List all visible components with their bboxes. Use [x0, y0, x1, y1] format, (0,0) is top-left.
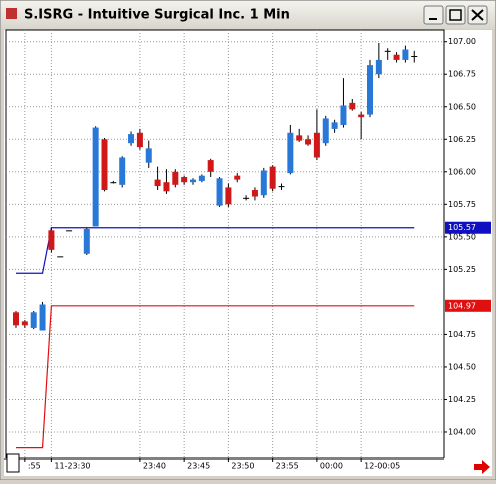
candle-body: [30, 312, 37, 328]
candle-body: [225, 187, 232, 205]
y-tick-label: 107.00: [448, 37, 476, 46]
y-tick-label: 104.75: [448, 330, 476, 339]
candle-body: [411, 56, 418, 58]
candle-body: [375, 59, 382, 75]
candle-body: [48, 230, 55, 250]
y-tick-label: 105.50: [448, 232, 476, 241]
candle-body: [207, 160, 214, 172]
candle-body: [402, 49, 409, 60]
plot: 104.00104.25104.50104.75105.25105.50105.…: [6, 30, 491, 471]
indicator-line: [16, 227, 415, 274]
x-tick-label: 23:45: [187, 462, 210, 471]
y-tick-label: 104.00: [448, 427, 476, 436]
close-icon: [471, 9, 484, 21]
app-icon: [6, 8, 17, 19]
title-bar: [1, 1, 495, 29]
x-tick-label: 00:00: [320, 462, 343, 471]
candle-body: [243, 197, 250, 199]
candle-body: [251, 190, 258, 197]
candle-body: [57, 256, 64, 258]
y-tick-label: 106.25: [448, 135, 476, 144]
plot-area: [5, 29, 445, 459]
scroll-arrow[interactable]: [474, 460, 490, 474]
candle-body: [296, 135, 303, 141]
candle-body: [331, 122, 338, 129]
x-tick-label: 12-00:05: [364, 462, 400, 471]
price-marker: [445, 299, 491, 312]
candle-body: [278, 186, 285, 188]
window-buttons[interactable]: [423, 5, 488, 25]
x-tick-label: 23:50: [231, 462, 254, 471]
candle-body: [66, 230, 73, 232]
candle-body: [92, 127, 99, 227]
y-tick-label: 104.25: [448, 395, 476, 404]
y-tick-label: 106.50: [448, 102, 476, 111]
candle-body: [269, 166, 276, 189]
candle-body: [384, 50, 391, 52]
candle-body: [234, 175, 241, 180]
candle-body: [128, 134, 135, 144]
candle-body: [260, 170, 267, 196]
candle-body: [145, 148, 152, 163]
candle-body: [21, 321, 28, 326]
scroll-box[interactable]: [6, 453, 20, 473]
candle-body: [101, 139, 108, 191]
candle-body: [358, 114, 365, 118]
minimize-button[interactable]: [423, 5, 444, 25]
candle-body: [110, 182, 117, 184]
indicator-line: [16, 305, 415, 449]
candle-body: [190, 179, 196, 183]
candle-body: [313, 132, 320, 158]
candle-body: [172, 171, 179, 185]
price-label: 105.57: [448, 223, 476, 232]
candle-body: [322, 118, 329, 144]
candle-body: [340, 105, 347, 125]
candle-body: [181, 177, 188, 183]
x-tick-label: 23:40: [143, 462, 166, 471]
y-tick-label: 104.50: [448, 362, 476, 371]
candle-body: [393, 54, 400, 60]
x-axis-strip: [4, 458, 492, 476]
window-title: S.ISRG - Intuitive Surgical Inc. 1 Min: [24, 8, 290, 23]
y-tick-label: 106.75: [448, 70, 476, 79]
x-tick-label: 11-23:30: [54, 462, 90, 471]
candle-body: [367, 65, 373, 115]
x-tick-label: :55: [28, 462, 41, 471]
y-tick-label: 106.00: [448, 167, 476, 176]
price-label: 104.97: [448, 301, 476, 310]
y-tick-label: 105.75: [448, 200, 476, 209]
y-tick-label: 105.25: [448, 265, 476, 274]
candle-body: [305, 139, 312, 145]
maximize-icon: [449, 9, 462, 21]
candle-body: [39, 304, 46, 331]
candle-body: [198, 175, 205, 181]
maximize-button[interactable]: [445, 5, 466, 25]
candle-body: [136, 132, 143, 148]
candle-body: [349, 102, 356, 110]
candle-body: [119, 157, 126, 185]
candle-body: [13, 312, 19, 326]
candle-body: [163, 182, 170, 192]
candle-body: [154, 179, 161, 187]
x-tick-label: 23:55: [276, 462, 299, 471]
price-marker: [445, 221, 491, 234]
candle-body: [216, 178, 223, 206]
candle-body: [83, 229, 90, 254]
candle-body: [287, 132, 294, 174]
